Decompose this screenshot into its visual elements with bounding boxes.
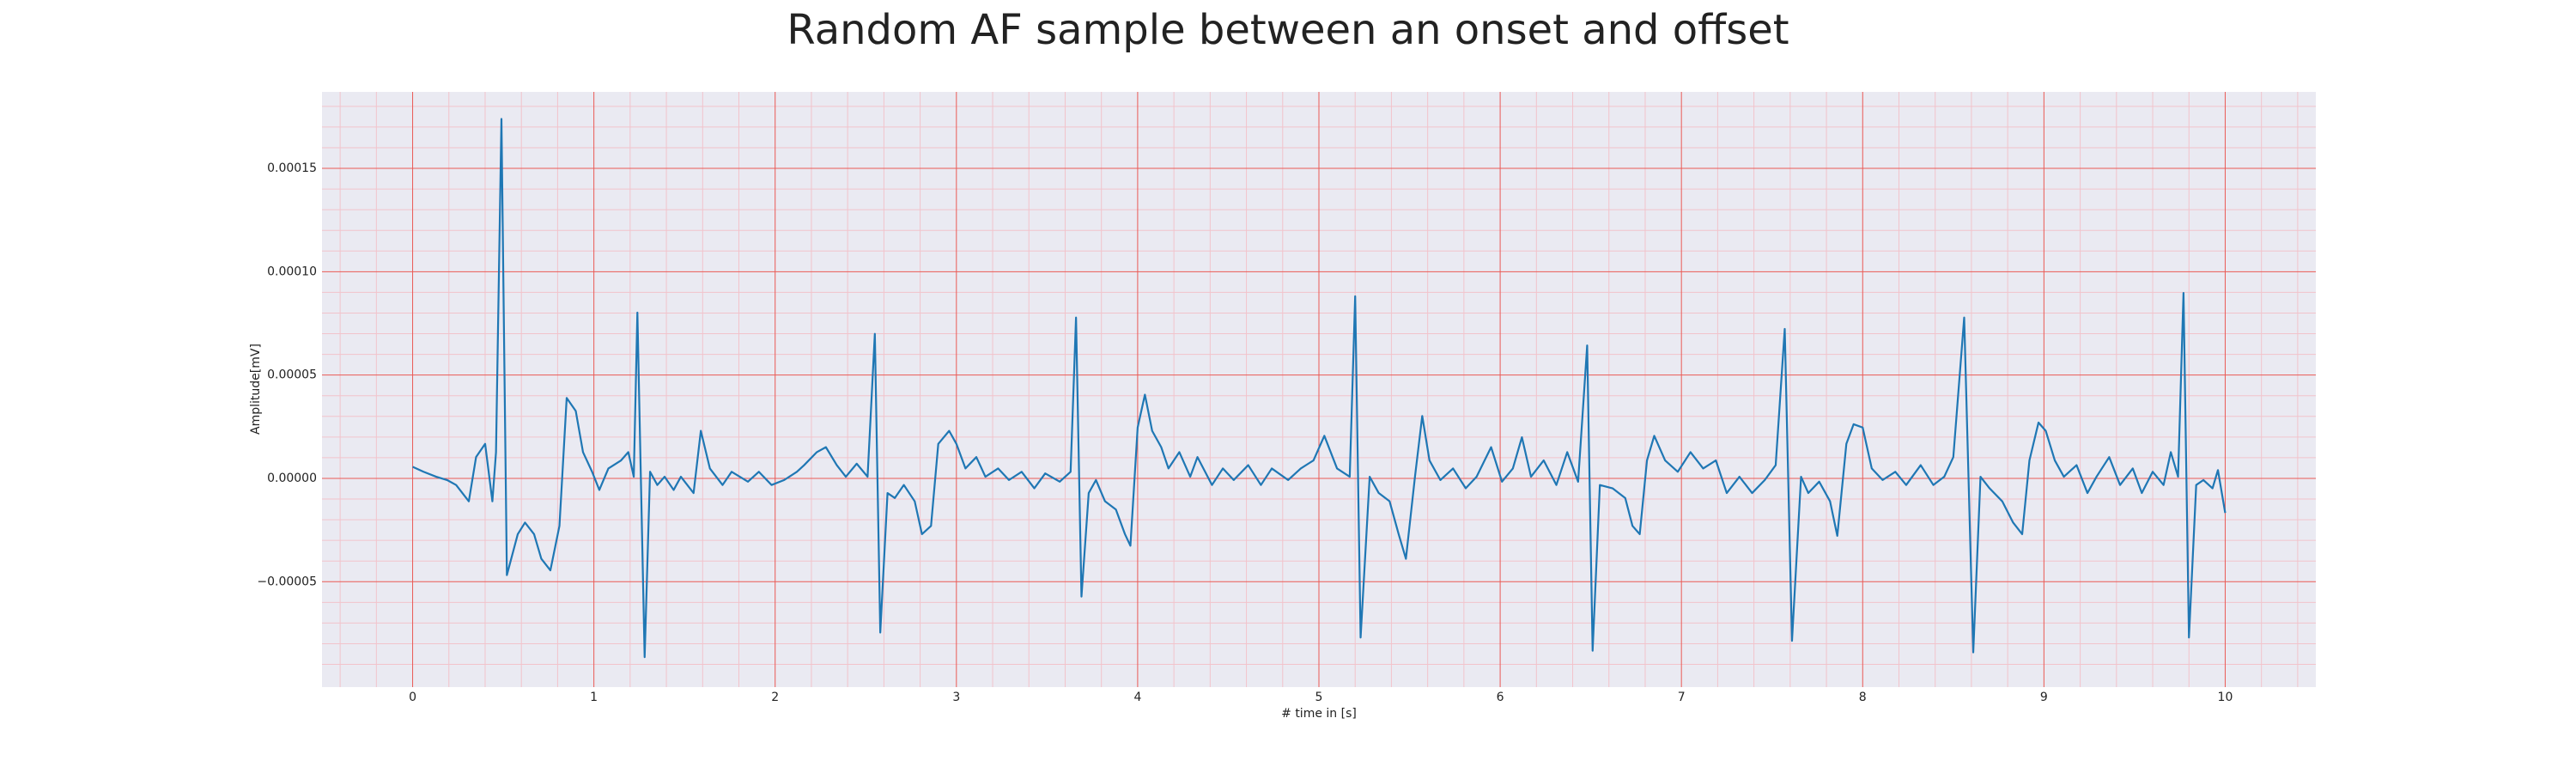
x-tick-label: 0 [409, 691, 416, 704]
x-tick-label: 1 [590, 691, 598, 704]
grid [322, 92, 2316, 687]
x-tick-label: 2 [771, 691, 779, 704]
x-tick-label: 6 [1497, 691, 1504, 704]
x-tick-label: 5 [1315, 691, 1323, 704]
y-tick-label: −0.00005 [257, 575, 317, 588]
y-axis-label: Amplitude[mV] [249, 344, 263, 435]
x-tick-label: 4 [1133, 691, 1141, 704]
x-tick-label: 10 [2218, 691, 2233, 704]
x-axis-label: # time in [s] [1281, 707, 1357, 721]
marks [412, 118, 2227, 659]
x-tick-label: 3 [952, 691, 960, 704]
y-tick-label: 0.00015 [267, 161, 317, 175]
y-tick-label: 0.00005 [267, 368, 317, 382]
x-tick-label: 9 [2040, 691, 2048, 704]
signal-line [412, 118, 2227, 659]
chart-title: Random AF sample between an onset and of… [787, 6, 1789, 54]
x-tick-label: 8 [1859, 691, 1867, 704]
x-tick-label: 7 [1678, 691, 1686, 704]
y-tick-label: 0.00010 [267, 265, 317, 278]
y-tick-label: 0.00000 [267, 472, 317, 485]
